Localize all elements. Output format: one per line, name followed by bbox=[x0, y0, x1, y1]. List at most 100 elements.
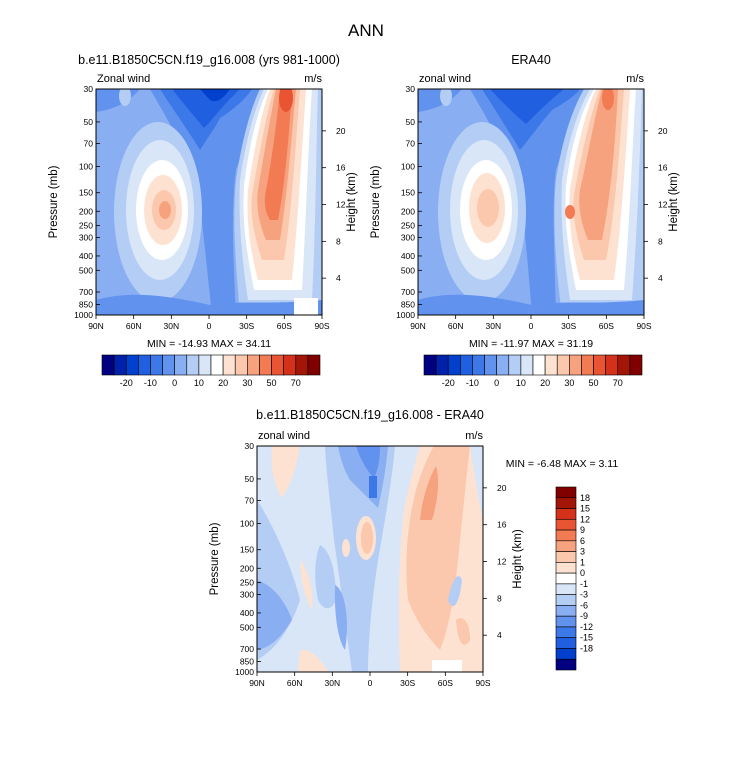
y2-tick-label: 4 bbox=[497, 630, 502, 640]
x-tick-label: 90S bbox=[475, 678, 490, 688]
y2-axis-label: Height (km) bbox=[346, 172, 358, 232]
colorbar-swatch bbox=[162, 354, 175, 376]
x-tick-label: 90N bbox=[249, 678, 265, 688]
x-tick-label: 60S bbox=[438, 678, 453, 688]
colorbar-swatch bbox=[555, 551, 577, 563]
y-tick-label: 30 bbox=[406, 84, 416, 94]
colorbar-swatch bbox=[472, 354, 485, 376]
colorbar-label: 10 bbox=[194, 378, 204, 388]
colorbar-swatch bbox=[555, 529, 577, 542]
y2-tick-label: 4 bbox=[336, 273, 341, 283]
y-tick-label: 700 bbox=[79, 287, 93, 297]
x-tick-label: 60N bbox=[287, 678, 303, 688]
y-tick-label: 50 bbox=[245, 474, 255, 484]
y-tick-label: 300 bbox=[240, 589, 254, 599]
x-tick-label: 60N bbox=[448, 321, 464, 331]
colorbar-swatch bbox=[617, 354, 631, 376]
colorbar-obs: -20 -10 0 10 20 30 50 70 bbox=[423, 354, 643, 388]
colorbar-label: 30 bbox=[564, 378, 574, 388]
colorbar-swatch bbox=[484, 354, 497, 376]
colorbar-swatch bbox=[555, 658, 577, 671]
y2-tick-label: 8 bbox=[658, 236, 663, 246]
x-tick-label: 30S bbox=[400, 678, 415, 688]
colorbar-label: 6 bbox=[580, 536, 585, 546]
y-tick-label: 30 bbox=[245, 441, 255, 451]
y2-axis-label: Height (km) bbox=[512, 529, 524, 589]
colorbar-swatch bbox=[101, 354, 115, 376]
colorbar-swatch bbox=[605, 354, 619, 376]
colorbar-label: 10 bbox=[516, 378, 526, 388]
y-tick-label: 500 bbox=[401, 265, 415, 275]
colorbar-swatch bbox=[186, 354, 200, 376]
y-tick-label: 150 bbox=[240, 545, 254, 555]
colorbar-swatch bbox=[555, 583, 577, 595]
colorbar-label: -15 bbox=[580, 633, 593, 643]
y-tick-label: 200 bbox=[240, 563, 254, 573]
y-tick-label: 1000 bbox=[396, 310, 415, 320]
y2-axis-label: Height (km) bbox=[668, 172, 680, 232]
colorbar-label: -18 bbox=[580, 643, 593, 653]
colorbar-label: -12 bbox=[580, 622, 593, 632]
min-max-stats: MIN = -6.48 MAX = 3.11 bbox=[506, 458, 619, 470]
colorbar-label: -9 bbox=[580, 611, 588, 621]
colorbar-swatch bbox=[555, 648, 577, 660]
colorbar-label: 20 bbox=[218, 378, 228, 388]
colorbar-swatch bbox=[555, 594, 577, 606]
y-tick-label: 50 bbox=[84, 117, 94, 127]
colorbar-label: 0 bbox=[172, 378, 177, 388]
colorbar-swatch bbox=[138, 354, 151, 376]
y2-tick-label: 8 bbox=[336, 236, 341, 246]
y-axis-label: Pressure (mb) bbox=[370, 165, 382, 238]
colorbar-swatch bbox=[150, 354, 163, 376]
colorbar-label: -10 bbox=[144, 378, 157, 388]
colorbar-swatch bbox=[544, 354, 558, 376]
colorbar-swatch bbox=[496, 354, 510, 376]
panel-variable-label: zonal wind bbox=[419, 73, 471, 85]
colorbar-swatch bbox=[593, 354, 606, 376]
y-tick-label: 70 bbox=[406, 139, 416, 149]
colorbar-label: -6 bbox=[580, 600, 588, 610]
colorbar-label: 9 bbox=[580, 525, 585, 535]
y-tick-label: 150 bbox=[79, 188, 93, 198]
colorbar-swatch bbox=[520, 354, 534, 376]
colorbar-swatch bbox=[234, 354, 248, 376]
colorbar-label: 20 bbox=[540, 378, 550, 388]
colorbar-label: 15 bbox=[580, 504, 590, 514]
colorbar-swatch bbox=[447, 354, 461, 376]
colorbar-swatch bbox=[555, 615, 577, 628]
y-tick-label: 500 bbox=[79, 265, 93, 275]
colorbar-swatch bbox=[247, 354, 260, 376]
y-tick-label: 70 bbox=[84, 139, 94, 149]
y-tick-label: 150 bbox=[401, 188, 415, 198]
y2-tick-label: 20 bbox=[497, 483, 507, 493]
colorbar-label: 50 bbox=[589, 378, 599, 388]
colorbar-swatch bbox=[222, 354, 236, 376]
y-tick-label: 1000 bbox=[74, 310, 93, 320]
panel-model: b.e11.B1850C5CN.f19_g16.008 (yrs 981-100… bbox=[48, 53, 358, 350]
y-tick-label: 200 bbox=[79, 206, 93, 216]
panel-units-label: m/s bbox=[304, 73, 322, 85]
colorbar-label: -1 bbox=[580, 579, 588, 589]
y2-tick-label: 12 bbox=[336, 200, 346, 210]
min-max-stats: MIN = -14.93 MAX = 34.11 bbox=[147, 338, 271, 350]
colorbar-swatch bbox=[581, 354, 594, 376]
colorbar-label: 1 bbox=[580, 557, 585, 567]
colorbar-swatch bbox=[556, 354, 570, 376]
y-tick-label: 400 bbox=[401, 251, 415, 261]
colorbar-label: -20 bbox=[442, 378, 455, 388]
x-tick-label: 30S bbox=[561, 321, 576, 331]
colorbar-label: -20 bbox=[120, 378, 133, 388]
colorbar-swatch bbox=[174, 354, 188, 376]
panel-title: b.e11.B1850C5CN.f19_g16.008 - ERA40 bbox=[256, 408, 484, 422]
colorbar-swatch bbox=[555, 497, 577, 509]
y-tick-label: 850 bbox=[79, 300, 93, 310]
y2-tick-label: 12 bbox=[497, 557, 507, 567]
y-tick-label: 300 bbox=[401, 232, 415, 242]
y-tick-label: 700 bbox=[240, 644, 254, 654]
colorbar-swatch bbox=[423, 354, 437, 376]
x-tick-label: 60S bbox=[277, 321, 292, 331]
y2-tick-label: 16 bbox=[658, 163, 668, 173]
